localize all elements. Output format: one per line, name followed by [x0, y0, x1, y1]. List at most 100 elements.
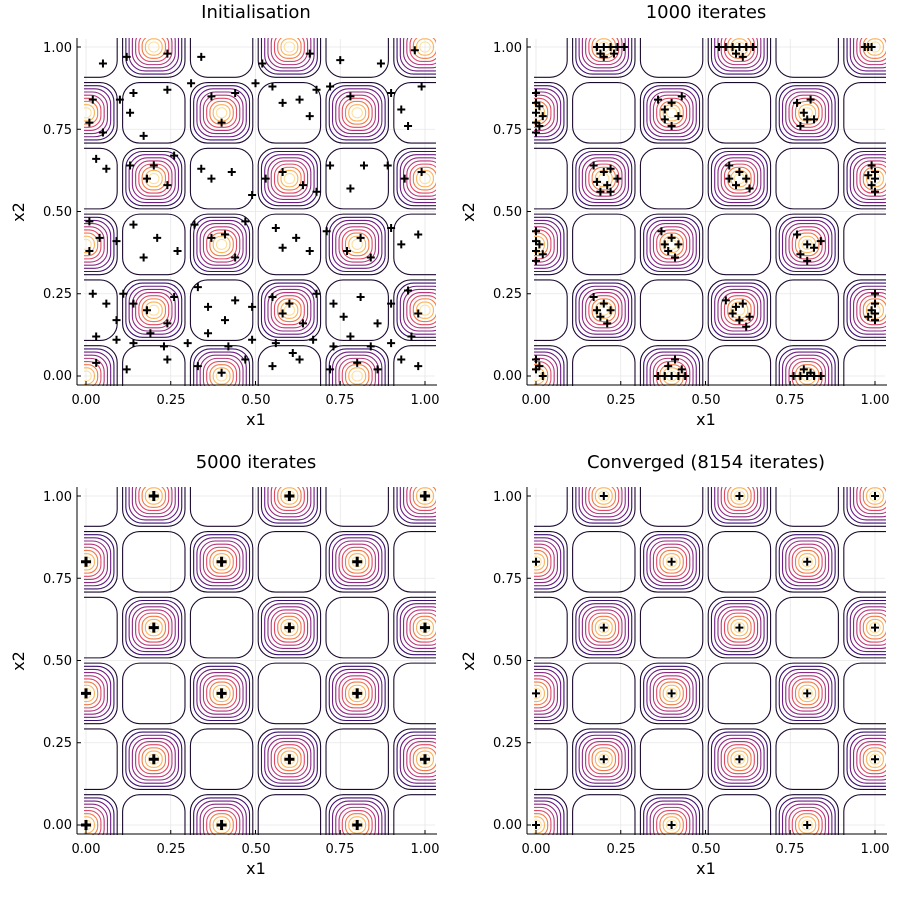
contour-ring [534, 662, 568, 725]
contour-ring [778, 797, 836, 835]
contour-ring [348, 235, 367, 254]
scatter-point [326, 82, 335, 91]
contour-ring [257, 487, 322, 527]
scatter-point [397, 355, 406, 364]
contour-ring [84, 81, 118, 144]
y-tick-label: 0.75 [43, 572, 72, 587]
contour-ring [578, 38, 630, 72]
contour-ring [714, 603, 765, 653]
scatter-point [871, 755, 879, 764]
scatter-point [387, 89, 396, 98]
contour-ring [396, 599, 436, 656]
scatter-point [346, 92, 355, 101]
contour-ring [714, 285, 765, 335]
contour-ring [419, 41, 431, 53]
contour-ring [723, 163, 755, 194]
contour-ring [135, 160, 173, 197]
contour-ring [585, 292, 623, 329]
contour-ring [260, 599, 318, 656]
scatter-point [397, 240, 406, 249]
scatter-point [352, 820, 363, 830]
contour-ring [84, 665, 115, 722]
contour-ring [843, 147, 886, 210]
contour-ring [849, 154, 886, 204]
contour-ring [652, 806, 691, 835]
contour-ring [649, 354, 694, 386]
contour-ring [778, 534, 836, 590]
scatter-point [404, 121, 413, 130]
scatter-point [803, 689, 812, 698]
scatter-point [593, 177, 602, 186]
scatter-point [667, 372, 676, 380]
scatter-point [163, 319, 172, 328]
contour-ring [656, 229, 688, 260]
scatter-point [81, 688, 91, 699]
contour-ring [84, 537, 112, 587]
contour-ring [578, 603, 630, 653]
contour-ring [193, 348, 251, 386]
contour-ring [853, 157, 886, 200]
contour-ring [277, 166, 302, 191]
scatter-point [143, 306, 152, 315]
contour-ring [335, 354, 380, 386]
y-axis-label: x2 [9, 651, 28, 671]
contour-ring [717, 288, 762, 332]
scatter-point [284, 491, 295, 501]
contour-ring [775, 81, 839, 144]
contour-ring [325, 530, 389, 593]
scatter-point [129, 89, 138, 98]
contour-ring [193, 665, 251, 722]
contour-ring [84, 662, 118, 725]
contour-ring [283, 622, 296, 634]
contour-ring [257, 147, 322, 210]
contour-ring [534, 534, 565, 590]
scatter-point [532, 689, 540, 698]
contour-ring [856, 160, 886, 197]
contour-ring [406, 609, 436, 646]
scatter-point [410, 46, 419, 55]
scatter-point [298, 319, 307, 328]
contour-ring [273, 744, 305, 775]
contour-ring [189, 530, 254, 593]
contour-ring [775, 345, 839, 386]
contour-ring [148, 490, 160, 502]
x-tick-label: 0.50 [692, 842, 721, 857]
contour-ring [639, 662, 704, 725]
contour-ring [84, 100, 99, 125]
contour-ring [639, 794, 704, 835]
contour-ring [122, 596, 186, 659]
scatter-point [593, 306, 602, 315]
scatter-point [867, 306, 876, 315]
scatter-point [292, 233, 301, 242]
contour-ring [639, 728, 704, 791]
contour-ring [267, 606, 312, 649]
x-tick-label: 0.75 [326, 393, 355, 408]
contour-ring [659, 681, 684, 706]
contour-ring [84, 809, 102, 835]
scatter-point [305, 112, 314, 121]
scatter-point [603, 319, 612, 328]
contour-ring [785, 672, 830, 715]
scatter-point [278, 98, 287, 107]
scatter-point [312, 289, 321, 298]
contour-ring [534, 216, 565, 273]
scatter-point [112, 316, 121, 325]
contour-ring [209, 364, 234, 386]
contour-ring [578, 285, 630, 335]
contour-ring [399, 603, 436, 653]
scatter-point [148, 622, 159, 633]
contour-ring [853, 487, 886, 518]
contour-ring [416, 301, 434, 319]
scatter-point [143, 174, 152, 183]
scatter-point [353, 358, 362, 367]
scatter-point [871, 316, 879, 325]
contour-ring [193, 797, 251, 835]
scatter-point [173, 246, 182, 255]
panel-converged: Converged (8154 iterates) 0.00 0.25 0.50… [459, 452, 889, 878]
contour-ring [710, 150, 768, 207]
contour-ring [534, 687, 542, 699]
contour-ring [131, 288, 176, 332]
contour-ring [338, 806, 376, 835]
contour-ring [122, 213, 186, 276]
scatter-point [816, 372, 825, 380]
